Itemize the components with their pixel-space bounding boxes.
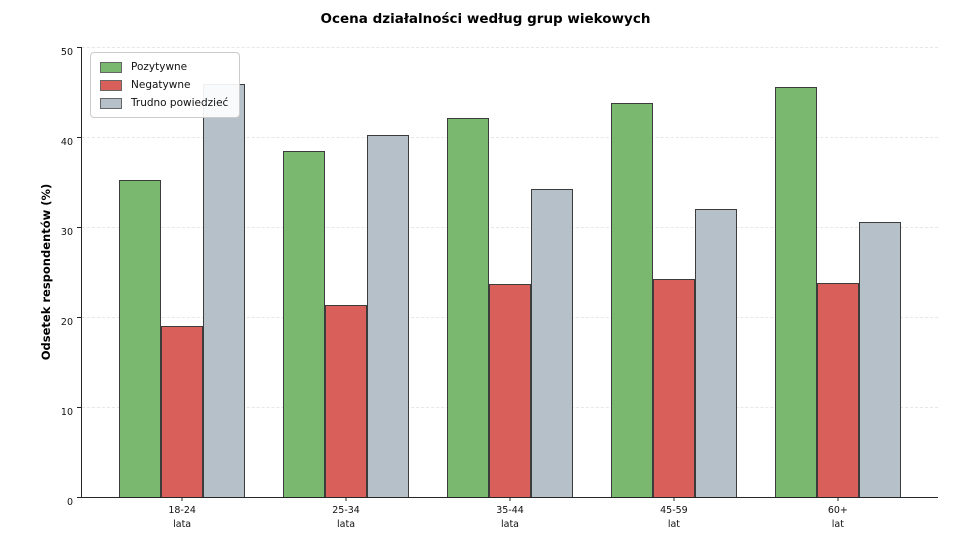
x-tick-label-range: 25-34 xyxy=(332,505,360,516)
x-tick-label-range: 60+ xyxy=(827,505,848,516)
x-tick-mark xyxy=(345,497,347,501)
bar-trudno-powiedzieć-35-44 xyxy=(531,189,573,497)
y-tick-mark xyxy=(77,406,82,408)
bar-group-25-34 xyxy=(283,135,410,497)
bar-negatywne-45-59 xyxy=(652,279,695,497)
legend-swatch-icon xyxy=(100,97,122,109)
bar-trudno-powiedzieć-18-24 xyxy=(203,83,246,497)
x-tick-label-range: 18-24 xyxy=(168,505,196,516)
legend-item-trudno-powiedzieć: Trudno powiedzieć xyxy=(100,97,228,109)
bar-trudno-powiedzieć-25-34 xyxy=(367,135,410,497)
x-tick-mark xyxy=(837,497,839,501)
x-tick-label-25-34: 25-34 lata xyxy=(306,504,386,532)
legend-item-negatywne: Negatywne xyxy=(100,79,228,91)
legend-item-pozytywne: Pozytywne xyxy=(100,61,228,73)
chart-title: Ocena działalności według grup wiekowych xyxy=(320,11,651,27)
legend-label: Trudno powiedzieć xyxy=(131,97,229,109)
legend-swatch-icon xyxy=(100,61,122,73)
bar-group-18-24 xyxy=(119,83,246,497)
legend-label: Pozytywne xyxy=(131,61,188,73)
x-tick-mark xyxy=(181,497,183,501)
x-tick-label-unit: lata xyxy=(337,518,356,530)
legend: Pozytywne Negatywne Trudno powiedzieć xyxy=(90,52,241,118)
bar-trudno-powiedzieć-45-59 xyxy=(694,209,737,497)
bar-negatywne-25-34 xyxy=(325,305,368,497)
gridline-y-50 xyxy=(82,47,938,48)
bar-trudno-powiedzieć-60+ xyxy=(858,221,901,497)
bar-negatywne-60+ xyxy=(816,282,859,497)
y-tick-mark xyxy=(77,46,82,48)
y-axis-label: Odsetek respondentów (%) xyxy=(39,183,53,361)
bar-pozytywne-60+ xyxy=(774,86,817,497)
bar-group-60+ xyxy=(774,86,901,497)
x-tick-label-unit: lata xyxy=(500,518,519,530)
x-tick-label-range: 45-59 xyxy=(660,505,688,516)
bar-negatywne-35-44 xyxy=(489,283,531,497)
legend-label: Negatywne xyxy=(131,79,191,91)
bar-group-35-44 xyxy=(447,118,573,497)
plot-area: 0 10 20 30 40 50 18-24 lata 25-34 lata 35-44 lata 4… xyxy=(61,46,938,530)
bar-negatywne-18-24 xyxy=(161,326,204,497)
x-tick-mark xyxy=(509,497,511,501)
x-tick-label-unit: lat xyxy=(667,518,681,530)
x-tick-label-18-24: 18-24 lata xyxy=(142,504,222,532)
gridline-y-40 xyxy=(82,137,938,138)
bar-pozytywne-25-34 xyxy=(283,150,326,497)
x-tick-label-45-59: 45-59 lat xyxy=(634,504,714,532)
bar-pozytywne-35-44 xyxy=(447,118,489,497)
y-tick-mark xyxy=(77,136,82,138)
x-tick-label-unit: lata xyxy=(173,518,192,530)
bar-pozytywne-18-24 xyxy=(119,180,162,497)
x-tick-label-unit: lat xyxy=(831,518,844,530)
bar-group-45-59 xyxy=(610,102,737,497)
legend-swatch-icon xyxy=(100,79,122,91)
x-tick-label-60+: 60+ lat xyxy=(798,504,878,532)
y-tick-mark xyxy=(77,496,82,498)
y-tick-mark xyxy=(77,226,82,228)
bar-pozytywne-45-59 xyxy=(610,102,653,497)
gridline-y-30 xyxy=(82,227,938,228)
y-tick-mark xyxy=(77,316,82,318)
x-tick-label-35-44: 35-44 lata xyxy=(470,504,550,532)
x-tick-label-range: 35-44 xyxy=(496,505,524,516)
x-tick-mark xyxy=(673,497,675,501)
